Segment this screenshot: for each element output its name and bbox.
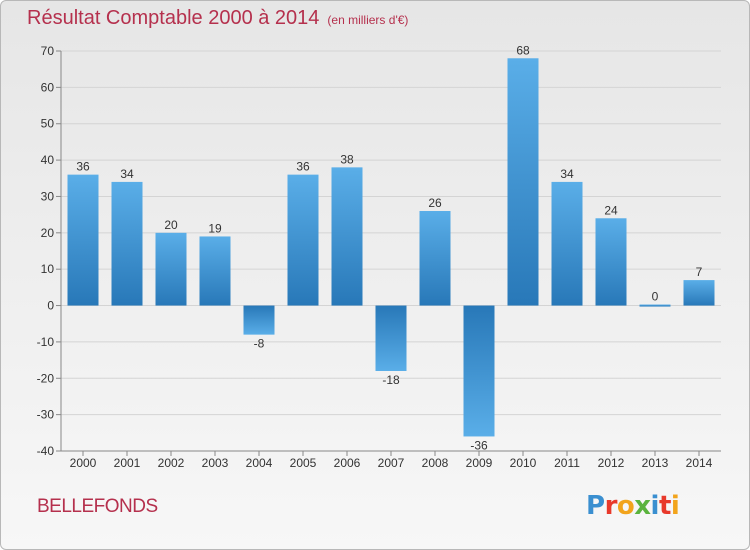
y-tick-label: 60 — [41, 80, 55, 94]
y-tick-label: 50 — [41, 117, 55, 131]
y-tick-label: 30 — [41, 189, 55, 203]
x-tick-label-2012: 2012 — [598, 456, 625, 470]
x-tick-label-2011: 2011 — [554, 456, 580, 470]
data-label-2014: 7 — [696, 265, 703, 279]
y-tick-label: 20 — [41, 226, 55, 240]
logo-letter: t — [658, 491, 671, 521]
data-label-2013: 0 — [652, 290, 659, 304]
data-label-2008: 26 — [428, 196, 442, 210]
x-tick-label-2006: 2006 — [334, 456, 361, 470]
x-tick-label-2013: 2013 — [642, 456, 669, 470]
y-tick-label: 70 — [41, 44, 55, 58]
y-tick-label: -40 — [37, 444, 55, 458]
y-tick-label: 0 — [47, 299, 54, 313]
bar-2004 — [243, 305, 275, 335]
logo-letter: i — [650, 491, 660, 521]
commune-name: BELLEFONDS — [37, 496, 158, 517]
bar-2001 — [111, 181, 143, 306]
bar-2012 — [595, 218, 627, 306]
x-tick-label-2001: 2001 — [114, 456, 141, 470]
x-tick-label-2014: 2014 — [686, 456, 713, 470]
logo-letter: o — [616, 491, 635, 521]
chart-title: Résultat Comptable 2000 à 2014 (en millie… — [27, 7, 408, 30]
bar-2010 — [507, 58, 539, 306]
bar-2007 — [375, 305, 407, 371]
data-label-2001: 34 — [120, 167, 134, 181]
chart-title-main: Résultat Comptable 2000 à 2014 — [27, 7, 320, 29]
x-tick-label-2000: 2000 — [70, 456, 97, 470]
data-labels: 36 34 20 19 -8 36 38 -18 26 -36 68 34 24 0 7 — [76, 43, 702, 452]
logo-letter: P — [586, 491, 605, 521]
data-label-2002: 20 — [164, 218, 178, 232]
bar-2002 — [155, 232, 187, 306]
data-label-2012: 24 — [604, 203, 618, 217]
data-label-2006: 38 — [340, 152, 354, 166]
x-tick-label-2007: 2007 — [378, 456, 405, 470]
data-label-2000: 36 — [76, 160, 90, 174]
x-tick-label-2008: 2008 — [422, 456, 449, 470]
proxiti-logo: Proxiti — [586, 491, 680, 521]
data-label-2003: 19 — [208, 221, 222, 235]
logo-letter: x — [634, 491, 651, 521]
y-tick-label: -10 — [37, 335, 55, 349]
data-label-2004: -8 — [254, 337, 265, 351]
bar-2006 — [331, 167, 363, 306]
bar-2014 — [683, 280, 715, 306]
data-label-2009: -36 — [470, 438, 488, 452]
x-tick-label-2010: 2010 — [510, 456, 537, 470]
data-label-2011: 34 — [560, 167, 574, 181]
y-tick-label: 40 — [41, 153, 55, 167]
y-tick-label: -20 — [37, 371, 55, 385]
x-tick-label-2005: 2005 — [290, 456, 317, 470]
bar-2003 — [199, 236, 231, 306]
x-tick-label-2003: 2003 — [202, 456, 229, 470]
x-tick-label-2002: 2002 — [158, 456, 185, 470]
y-tick-label: 10 — [41, 262, 55, 276]
logo-letter: r — [604, 491, 618, 521]
bar-2011 — [551, 181, 583, 306]
bar-2009 — [463, 305, 495, 437]
x-tick-label-2004: 2004 — [246, 456, 273, 470]
y-tick-label: -30 — [37, 408, 55, 422]
bars — [67, 58, 715, 437]
data-label-2010: 68 — [516, 43, 530, 57]
data-label-2005: 36 — [296, 160, 310, 174]
chart-title-unit: (en milliers d'€) — [327, 13, 409, 27]
bar-2013 — [639, 304, 671, 307]
bar-2005 — [287, 174, 319, 306]
x-tick-label-2009: 2009 — [466, 456, 493, 470]
bar-2008 — [419, 211, 451, 306]
logo-letter: i — [670, 491, 680, 521]
bar-2000 — [67, 174, 99, 306]
data-label-2007: -18 — [382, 373, 400, 387]
